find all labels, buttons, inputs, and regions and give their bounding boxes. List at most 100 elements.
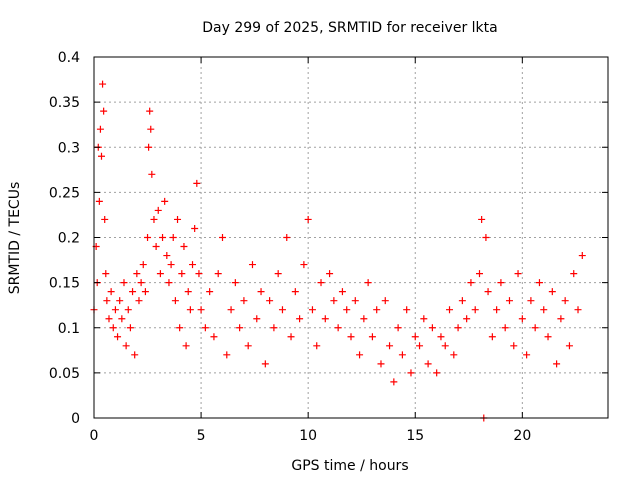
data-point [463, 315, 471, 323]
data-point [150, 215, 158, 223]
x-tick-label: 20 [513, 428, 531, 444]
data-point [488, 333, 496, 341]
data-point [144, 234, 152, 241]
data-point [152, 243, 160, 251]
data-point [501, 324, 509, 332]
data-point [248, 261, 256, 269]
y-tick-label: 0.4 [58, 50, 80, 66]
data-point [287, 333, 295, 341]
data-point [219, 234, 226, 241]
data-point [223, 351, 231, 359]
data-point [261, 360, 269, 368]
data-point [505, 297, 513, 305]
data-points [90, 80, 586, 422]
data-point [167, 261, 175, 269]
data-point [514, 270, 522, 278]
data-point [386, 342, 394, 350]
data-point [467, 279, 475, 287]
data-point [458, 297, 466, 305]
data-point [482, 234, 490, 241]
data-point [96, 125, 104, 133]
data-point [523, 351, 531, 359]
data-point [114, 333, 122, 341]
data-point [129, 288, 137, 296]
data-point [159, 234, 167, 241]
data-point [105, 315, 113, 323]
data-point [165, 279, 173, 287]
data-point [95, 197, 103, 205]
data-point [493, 306, 501, 314]
data-point [304, 215, 312, 223]
data-point [476, 270, 483, 278]
data-point [148, 170, 156, 178]
data-point [137, 279, 145, 287]
x-tick-label: 15 [406, 428, 424, 444]
data-point [169, 234, 177, 241]
data-point [111, 306, 119, 314]
data-point [97, 152, 105, 160]
data-point [133, 270, 141, 278]
data-point [557, 315, 565, 323]
data-point [135, 297, 143, 305]
data-point [570, 270, 578, 278]
data-point [147, 125, 155, 133]
data-point [531, 324, 539, 332]
data-point [139, 261, 147, 269]
data-point [278, 306, 286, 314]
data-point [231, 279, 239, 287]
y-tick-labels: 0 0.05 0.1 0.15 0.2 0.25 0.3 0.35 0.4 [49, 50, 80, 427]
data-point [103, 297, 111, 305]
data-point [131, 351, 139, 359]
data-point [184, 288, 192, 296]
y-tick-label: 0.25 [49, 185, 80, 201]
data-point [471, 306, 479, 314]
data-point [296, 315, 304, 323]
x-tick-label: 0 [90, 428, 99, 444]
data-point [407, 369, 415, 377]
data-point [368, 333, 376, 341]
data-point [360, 315, 368, 323]
data-point [351, 297, 359, 305]
data-point [510, 342, 518, 350]
data-point [428, 324, 436, 332]
data-point [518, 315, 526, 323]
chart-title: Day 299 of 2025, SRMTID for receiver lkt… [202, 20, 497, 36]
data-point [201, 324, 209, 332]
data-point [124, 306, 132, 314]
data-point [257, 288, 265, 296]
data-point [118, 315, 126, 323]
x-tick-label: 10 [299, 428, 317, 444]
data-point [321, 315, 329, 323]
data-point [186, 306, 194, 314]
y-tick-label: 0.3 [58, 140, 80, 156]
data-point [535, 279, 543, 287]
data-point [326, 270, 334, 278]
data-point [390, 378, 398, 386]
data-point [120, 279, 128, 287]
data-point [100, 107, 108, 115]
data-point [270, 324, 278, 332]
data-point [330, 297, 338, 305]
data-point [433, 369, 441, 377]
y-tick-label: 0 [71, 411, 80, 427]
data-point [171, 297, 179, 305]
data-point [377, 360, 385, 368]
data-point [561, 297, 569, 305]
data-point [544, 333, 552, 341]
data-point [334, 324, 342, 332]
data-point [484, 288, 492, 296]
axis-ticks [93, 56, 608, 419]
data-point [116, 297, 124, 305]
data-point [244, 342, 252, 350]
data-point [102, 270, 110, 278]
y-tick-label: 0.15 [49, 276, 80, 292]
data-point [274, 270, 282, 278]
data-point [197, 306, 205, 314]
x-tick-label: 5 [197, 428, 206, 444]
data-point [441, 342, 449, 350]
data-point [338, 288, 346, 296]
data-point [527, 297, 535, 305]
data-point [291, 288, 299, 296]
data-point [478, 215, 486, 223]
